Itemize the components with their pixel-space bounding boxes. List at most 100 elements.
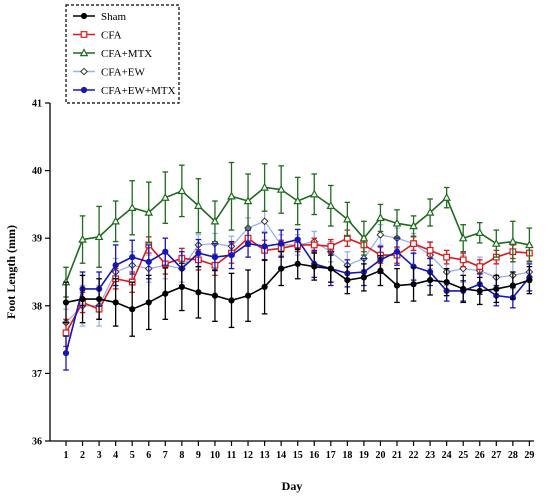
data-point-marker [195, 289, 202, 296]
data-point-marker [177, 186, 187, 195]
data-point-marker [309, 189, 319, 198]
x-tick-label: 25 [458, 450, 468, 461]
data-point-marker [244, 240, 252, 247]
y-tick-label: 37 [32, 369, 42, 380]
data-point-marker [195, 249, 202, 257]
data-point-marker [62, 299, 70, 306]
data-point-marker [426, 246, 434, 254]
legend-label: CFA+EW+MTX [101, 85, 176, 97]
data-point-marker [228, 297, 235, 304]
y-tick-label: 38 [32, 301, 42, 312]
data-point-marker [211, 292, 219, 299]
data-point-marker [410, 281, 417, 288]
data-point-marker [294, 236, 301, 243]
series-cfa-mtx [61, 161, 534, 298]
x-tick-label: 17 [326, 450, 336, 461]
x-tick-label: 19 [359, 450, 369, 461]
data-point-marker [491, 238, 501, 247]
x-tick-label: 22 [409, 450, 419, 461]
x-tick-label: 26 [475, 450, 485, 461]
data-point-marker [194, 200, 203, 209]
data-point-marker [410, 240, 417, 248]
x-axis-title: Day [282, 479, 303, 493]
data-point-marker [80, 86, 88, 94]
data-point-marker [78, 234, 87, 243]
data-point-marker [162, 290, 169, 297]
data-point-marker [244, 292, 252, 299]
y-axis-title: Foot Length (mm) [4, 225, 18, 319]
data-point-marker [112, 262, 119, 269]
x-tick-label: 16 [309, 450, 319, 461]
data-point-marker [211, 254, 219, 261]
y-tick-label: 39 [32, 234, 42, 245]
series-sham [62, 248, 533, 337]
data-point-marker [377, 267, 384, 274]
data-point-marker [508, 236, 518, 245]
data-point-marker [96, 295, 103, 303]
x-tick-label: 18 [342, 450, 352, 461]
data-point-marker [311, 263, 318, 270]
data-point-marker [526, 277, 533, 284]
x-tick-label: 8 [179, 450, 184, 461]
data-point-marker [460, 285, 467, 292]
data-point-marker [359, 233, 369, 242]
data-point-marker [145, 258, 152, 265]
data-point-marker [376, 213, 385, 222]
data-point-marker [80, 31, 88, 38]
data-point-marker [178, 283, 185, 290]
data-point-marker [62, 350, 70, 357]
x-tick-label: 20 [375, 450, 385, 461]
data-point-marker [360, 274, 367, 281]
y-tick-label: 41 [32, 99, 42, 110]
x-tick-label: 12 [243, 450, 253, 461]
data-point-marker [425, 207, 435, 216]
x-tick-label: 3 [97, 450, 102, 461]
data-point-marker [160, 192, 170, 201]
data-point-marker [475, 228, 485, 236]
x-tick-label: 5 [130, 450, 135, 461]
x-tick-label: 9 [196, 450, 201, 461]
data-point-marker [228, 252, 235, 259]
data-point-marker [493, 285, 500, 292]
legend-label: Sham [101, 11, 127, 23]
x-tick-label: 11 [227, 450, 236, 461]
data-point-marker [80, 12, 88, 20]
data-point-marker [127, 203, 137, 211]
data-point-marker [278, 265, 285, 272]
data-point-marker [210, 216, 220, 225]
x-tick-label: 6 [146, 450, 151, 461]
data-point-marker [276, 184, 286, 193]
data-point-marker [392, 218, 402, 227]
data-point-marker [243, 196, 253, 205]
data-point-marker [79, 48, 89, 57]
x-tick-label: 24 [442, 450, 452, 461]
data-point-marker [476, 287, 483, 295]
data-point-marker [458, 233, 468, 242]
x-tick-label: 13 [260, 450, 270, 461]
data-point-marker [227, 191, 236, 200]
x-tick-label: 15 [293, 450, 303, 461]
data-point-marker [129, 306, 136, 313]
data-point-marker [443, 279, 450, 286]
x-tick-label: 29 [524, 450, 534, 461]
legend-item-cfa-ew: CFA+EW [73, 67, 146, 79]
data-point-marker [343, 214, 352, 223]
y-tick-label: 36 [32, 437, 42, 448]
data-point-marker [79, 295, 86, 303]
data-point-marker [129, 254, 136, 261]
data-point-marker [427, 277, 434, 284]
x-tick-label: 28 [508, 450, 518, 461]
x-tick-label: 21 [392, 450, 402, 461]
data-point-marker [112, 299, 119, 306]
data-point-marker [144, 207, 154, 216]
x-tick-label: 27 [491, 450, 501, 461]
x-tick-label: 7 [163, 450, 168, 461]
data-point-marker [62, 329, 70, 337]
x-tick-label: 10 [210, 450, 220, 461]
legend-item-cfa: CFA [73, 30, 122, 42]
data-point-marker [393, 282, 401, 289]
x-tick-label: 1 [64, 450, 69, 461]
data-point-marker [145, 299, 152, 306]
